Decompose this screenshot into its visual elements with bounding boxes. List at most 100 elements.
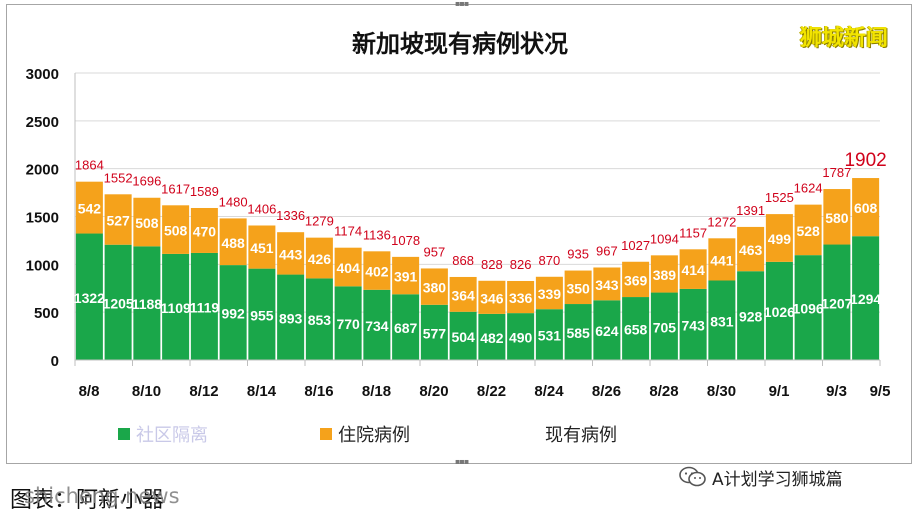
data-label-hospitalised: 443 (279, 246, 303, 262)
bar-segment-isolation (564, 304, 592, 360)
x-tick-label: 9/5 (870, 383, 891, 400)
data-label-isolation: 531 (538, 328, 562, 344)
data-label-hospitalised: 470 (193, 223, 217, 239)
data-label-isolation: 853 (308, 312, 332, 328)
data-label-isolation: 1188 (132, 296, 163, 312)
legend-label: 现有病例 (545, 425, 617, 446)
wechat-account-name: A计划学习狮城篇 (712, 469, 843, 490)
x-tick-label: 8/10 (132, 383, 161, 400)
data-label-hospitalised: 404 (336, 260, 360, 276)
x-tick-label: 8/20 (419, 383, 448, 400)
legend-swatch (320, 428, 332, 440)
bar-segment-hospitalised (334, 247, 362, 287)
data-label-isolation: 992 (221, 306, 245, 322)
data-label-hospitalised: 380 (423, 280, 447, 296)
bar-segment-isolation (737, 271, 765, 360)
data-label-total: 1787 (822, 165, 851, 180)
data-label-total: 1027 (621, 238, 650, 253)
data-label-total: 1864 (75, 158, 104, 173)
data-label-isolation: 893 (279, 310, 303, 326)
x-axis: 8/8 8/10 8/12 8/14 8/16 8/18 8/20 8/22 8/24 8/26 8… (74, 359, 891, 400)
data-label-total: 1552 (104, 170, 133, 185)
data-label-total: 1589 (190, 184, 219, 199)
y-tick-label: 0 (51, 353, 59, 370)
data-label-isolation: 687 (394, 320, 418, 336)
bar-segment-hospitalised (478, 280, 506, 314)
data-label-total: 1696 (132, 174, 161, 189)
bar-segment-isolation (622, 297, 650, 360)
data-label-total: 1391 (736, 203, 765, 218)
bar-segment-hospitalised (162, 205, 190, 254)
bar-segment-hospitalised (248, 225, 276, 269)
bar-segment-isolation (852, 236, 880, 360)
chart-title: 新加坡现有病例状况 (352, 30, 568, 58)
bar-segment-isolation (708, 280, 736, 360)
bar-segment-hospitalised (190, 207, 218, 253)
bar-segment-isolation (248, 268, 276, 360)
x-tick-label: 8/30 (707, 383, 736, 400)
resize-handle-top[interactable]: ▪▪▪ (455, 0, 469, 8)
data-label-isolation: 928 (739, 309, 763, 325)
y-tick-label: 3000 (26, 66, 59, 83)
bar-segment-isolation (650, 292, 678, 360)
x-tick-label: 8/28 (649, 383, 678, 400)
bar-segment-hospitalised (507, 280, 535, 314)
data-label-isolation: 490 (509, 330, 533, 346)
data-label-isolation: 1207 (821, 295, 852, 311)
data-label-hospitalised: 346 (480, 290, 504, 306)
data-label-isolation: 743 (681, 317, 705, 333)
bar-segment-isolation (823, 244, 851, 360)
data-label-total: 1525 (765, 190, 794, 205)
y-tick-label: 2000 (26, 162, 59, 179)
data-label-isolation: 658 (624, 322, 648, 338)
data-label-hospitalised: 414 (681, 262, 705, 278)
y-axis: 0 500 1000 1500 2000 2500 3000 (26, 66, 76, 370)
data-label-hospitalised: 527 (106, 213, 130, 229)
x-tick-label: 8/12 (189, 383, 218, 400)
brand-logo-text: 狮城新闻 (800, 26, 889, 51)
data-label-total: 1279 (305, 214, 334, 229)
data-label-hospitalised: 343 (595, 277, 619, 293)
bar-segment-hospitalised (535, 276, 563, 310)
data-label-isolation: 482 (480, 330, 504, 346)
data-label-isolation: 504 (451, 329, 475, 345)
wechat-account[interactable]: A计划学习狮城篇 (678, 462, 918, 492)
data-label-hospitalised: 508 (135, 215, 159, 231)
watermark-text: shicheng.news (24, 484, 180, 508)
x-tick-label: 8/16 (304, 383, 333, 400)
bar-segment-hospitalised (765, 214, 793, 262)
data-label-hospitalised: 528 (796, 223, 820, 239)
x-tick-label: 8/22 (477, 383, 506, 400)
wechat-icon (678, 465, 708, 489)
bar-segment-isolation (535, 309, 563, 360)
bar-segment-isolation (363, 289, 391, 360)
data-label-total: 1902 (844, 150, 886, 171)
y-tick-label: 2500 (26, 114, 59, 131)
bar-segment-hospitalised (420, 268, 448, 305)
bar-segment-hospitalised (737, 226, 765, 272)
data-label-total: 1480 (219, 194, 248, 209)
bar-segment-hospitalised (305, 237, 333, 279)
bar-segment-hospitalised (794, 204, 822, 256)
data-label-hospitalised: 441 (710, 252, 734, 268)
data-label-hospitalised: 402 (365, 264, 389, 280)
bar-segment-isolation (75, 233, 103, 360)
data-label-total: 826 (510, 257, 532, 272)
bar-segment-isolation (507, 313, 535, 360)
bar-segment-hospitalised (219, 218, 247, 266)
bar-segment-isolation (765, 261, 793, 360)
resize-handle-bottom[interactable]: ▪▪▪ (455, 457, 469, 466)
bar-segment-hospitalised (823, 189, 851, 245)
data-label-isolation: 770 (336, 316, 360, 332)
y-tick-label: 500 (34, 305, 59, 322)
data-label-total: 1157 (679, 225, 707, 240)
bar-segment-hospitalised (679, 249, 707, 289)
data-label-hospitalised: 336 (509, 290, 533, 306)
data-labels: 1322 542 1864 1205 527 1552 1188 508 1696 1109 508… (74, 150, 887, 346)
data-label-hospitalised: 369 (624, 272, 648, 288)
data-label-isolation: 577 (423, 325, 447, 341)
x-tick-label: 8/24 (534, 383, 564, 400)
bar-segment-hospitalised (564, 270, 592, 305)
data-label-total: 1272 (707, 214, 736, 229)
data-label-hospitalised: 451 (250, 240, 274, 256)
